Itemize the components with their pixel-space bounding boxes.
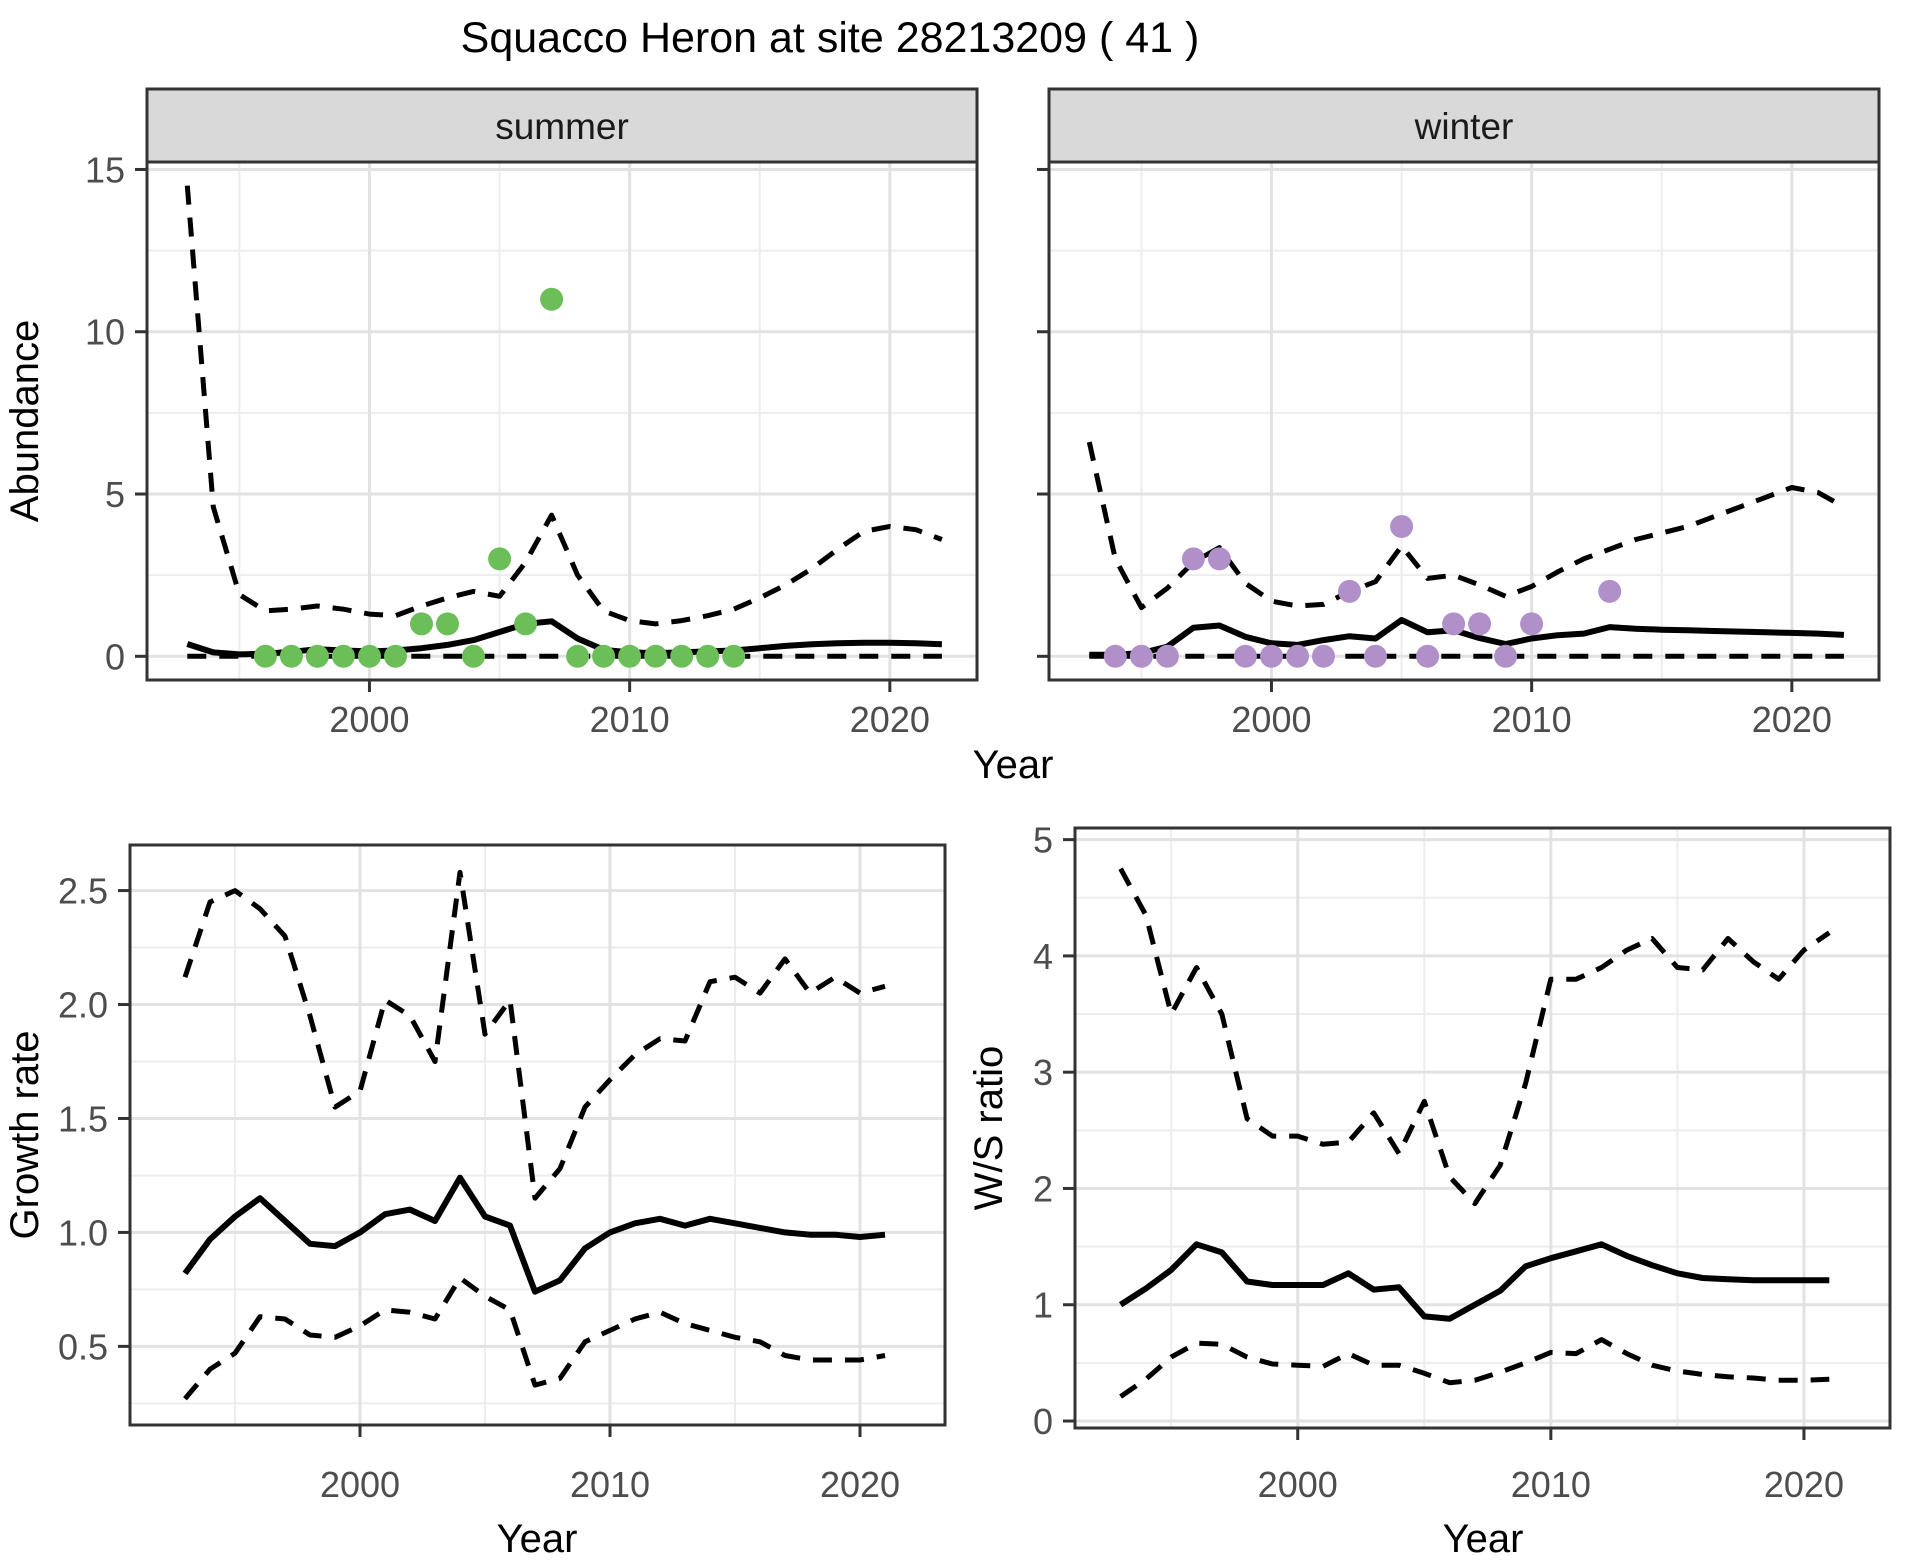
y-tick-label: 5: [105, 474, 125, 515]
observation-point: [1364, 644, 1387, 668]
observation-point: [1260, 644, 1283, 668]
facet-strip-winter: [1047, 87, 1881, 164]
observation-point: [1338, 579, 1361, 603]
x-tick-label: 2020: [850, 699, 930, 740]
observation-point: [1416, 644, 1440, 668]
observation-point: [331, 644, 355, 668]
lower-ci-line: [1119, 1337, 1830, 1399]
chart-title: Squacco Heron at site 28213209 ( 41 ): [461, 14, 1200, 62]
y-axis-title-ws-ratio: W/S ratio: [967, 1046, 1011, 1210]
y-tick-label: 0.5: [58, 1326, 108, 1367]
median-line: [1118, 1241, 1830, 1322]
observation-point: [1468, 612, 1492, 636]
observation-point: [1598, 579, 1622, 603]
median-line: [1089, 617, 1845, 658]
observation-point: [384, 644, 407, 668]
y-tick-label: 1.5: [58, 1098, 108, 1139]
x-tick-label: 2010: [570, 1464, 650, 1505]
panel-border: [145, 160, 979, 682]
observation-point: [1286, 644, 1309, 668]
facet-strip-label-summer: summer: [495, 106, 629, 147]
observation-point: [1312, 644, 1335, 668]
panel-background: [130, 845, 945, 1425]
panel-border: [1047, 160, 1881, 682]
median-line: [182, 1174, 886, 1295]
panel-border: [128, 843, 947, 1427]
observation-point: [1207, 547, 1231, 571]
observation-point: [1442, 612, 1466, 636]
y-tick-label: 1: [1033, 1285, 1053, 1326]
y-axis-title-abundance: Abundance: [3, 320, 47, 522]
y-tick-label: 15: [85, 149, 125, 190]
observation-point: [1129, 644, 1153, 668]
facet-strip-summer: [145, 87, 979, 164]
observation-point: [1520, 612, 1544, 636]
facet-strips: [145, 87, 1881, 164]
facet-strip-label-winter: winter: [1414, 106, 1514, 147]
panel-border: [1073, 826, 1892, 1430]
x-tick-label: 2020: [1752, 699, 1832, 740]
y-tick-label: 5: [1033, 820, 1053, 861]
upper-ci-line: [182, 869, 886, 1201]
x-tick-label: 2020: [1764, 1464, 1844, 1505]
observation-point: [540, 287, 564, 311]
y-tick-label: 10: [85, 312, 125, 353]
x-axis-title-year-top: Year: [973, 743, 1054, 787]
observation-point: [1103, 644, 1127, 668]
observation-point: [670, 644, 694, 668]
observation-point: [305, 644, 329, 668]
y-axis-title-growth-rate: Growth rate: [3, 1031, 47, 1240]
observation-point: [253, 644, 277, 668]
y-tick-label: 4: [1033, 936, 1053, 977]
observation-point: [1181, 547, 1205, 571]
x-tick-label: 2000: [320, 1464, 400, 1505]
observation-point: [1494, 644, 1518, 668]
upper-ci-line: [1118, 867, 1831, 1207]
observation-point: [592, 644, 616, 668]
observation-point: [1390, 515, 1414, 538]
x-axis-title-year-growth: Year: [497, 1517, 578, 1560]
observation-point: [722, 644, 746, 668]
y-tick-label: 0: [105, 636, 125, 677]
x-tick-label: 2000: [1231, 699, 1311, 740]
observation-point: [1155, 644, 1179, 668]
y-tick-label: 0: [1033, 1401, 1053, 1442]
x-tick-label: 2000: [329, 699, 409, 740]
x-tick-label: 2010: [590, 699, 670, 740]
lower-ci-line: [183, 1275, 886, 1401]
observation-point: [644, 644, 668, 668]
observation-point: [358, 644, 381, 668]
panel-abundance-winter: 2000 2010 2020: [1037, 160, 1881, 740]
observation-point: [514, 612, 538, 636]
x-tick-label: 2010: [1492, 699, 1572, 740]
y-tick-label: 1.0: [58, 1212, 108, 1253]
panel-background: [147, 162, 977, 680]
x-tick-label: 2020: [820, 1464, 900, 1505]
panel-abundance-summer: 2000 2010 2020 0 5 10 15: [85, 149, 979, 740]
observation-point: [488, 547, 512, 571]
observation-point: [462, 644, 485, 668]
panel-ws-ratio: 2000 2010 2020 0 1 2 3 4 5: [1033, 820, 1892, 1505]
y-tick-label: 2.0: [58, 985, 108, 1026]
y-tick-label: 3: [1033, 1052, 1053, 1093]
x-tick-label: 2010: [1511, 1464, 1591, 1505]
observation-point: [436, 612, 459, 636]
panel-background: [1049, 162, 1879, 680]
x-tick-label: 2000: [1258, 1464, 1338, 1505]
panel-growth-rate: 2000 2010 2020 0.5 1.0 1.5 2.0 2.5: [58, 843, 947, 1505]
upper-ci-line: [184, 185, 943, 627]
y-tick-label: 2: [1033, 1168, 1053, 1209]
observation-point: [618, 644, 642, 668]
observation-point: [696, 644, 720, 668]
y-tick-label: 2.5: [58, 871, 108, 912]
observation-point: [279, 644, 303, 668]
panel-background: [1075, 828, 1890, 1428]
observation-point: [1233, 644, 1257, 668]
x-axis-title-year-ws: Year: [1443, 1517, 1524, 1560]
observation-point: [410, 612, 433, 636]
observation-point: [566, 644, 590, 668]
